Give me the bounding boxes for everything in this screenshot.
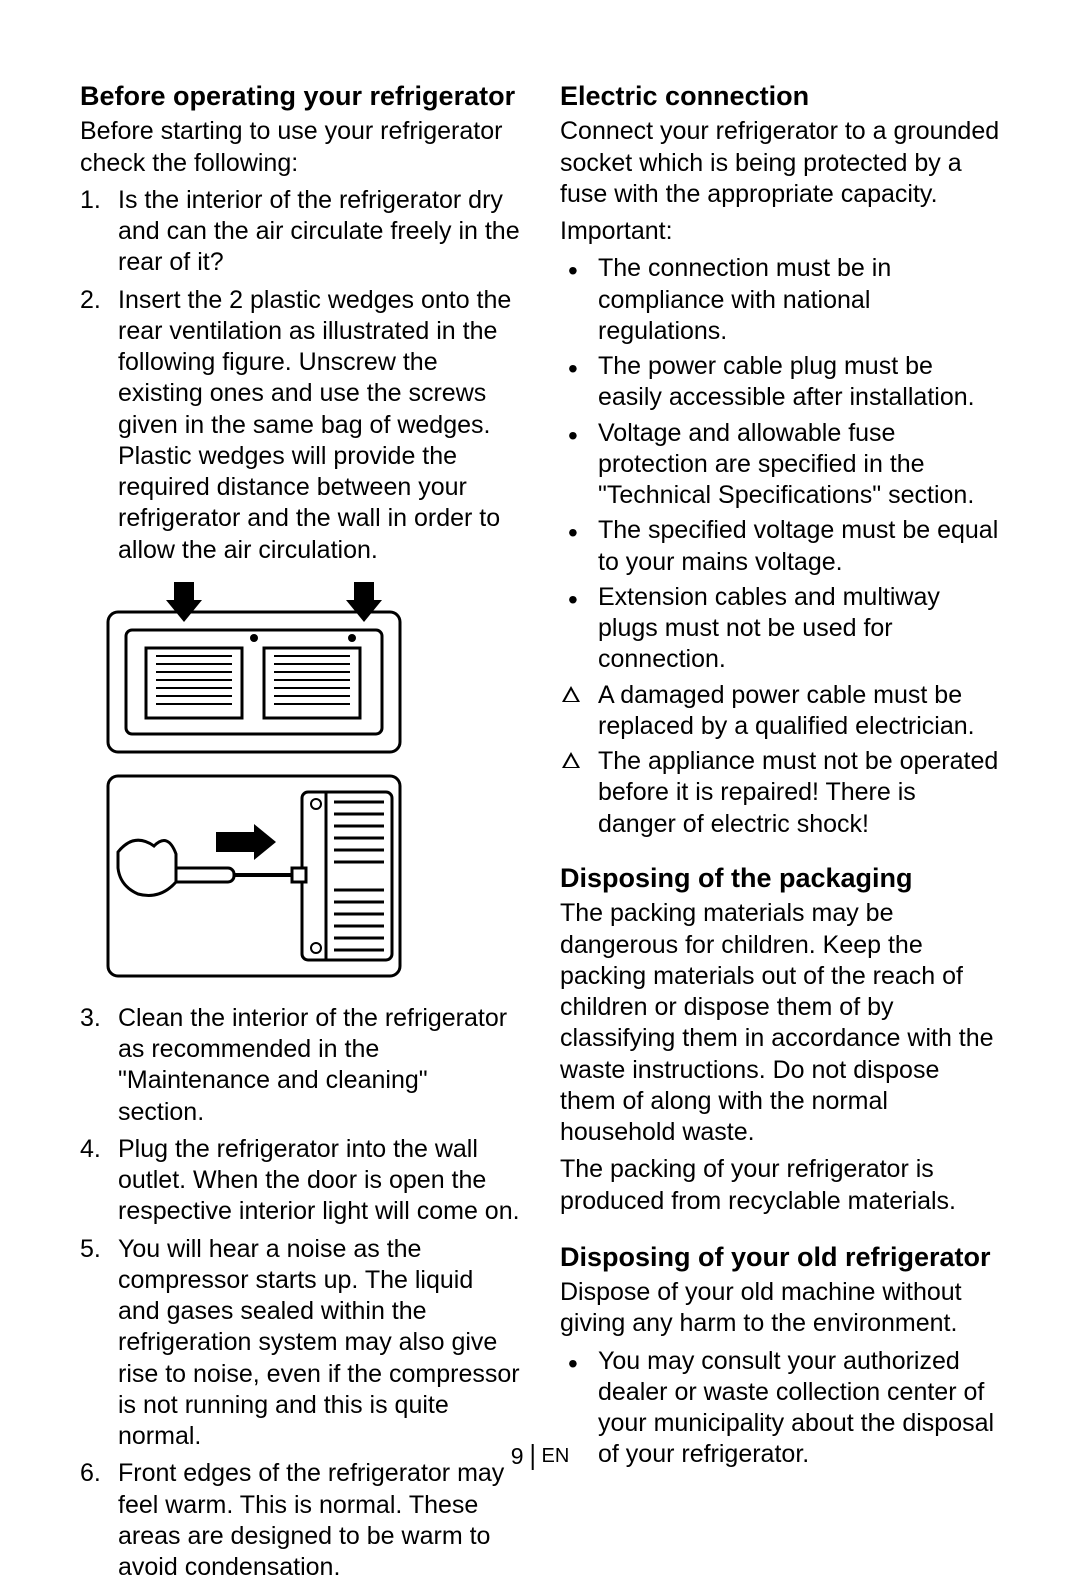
- checklist-1: Is the interior of the refrigerator dry …: [80, 185, 520, 566]
- packaging-text-1: The packing materials may be dangerous f…: [560, 898, 1000, 1148]
- heading-packaging: Disposing of the packaging: [560, 862, 1000, 894]
- list-item: Front edges of the refrigerator may feel…: [80, 1458, 520, 1583]
- list-item: Clean the interior of the refrigerator a…: [80, 1003, 520, 1128]
- warning-item: The appliance must not be operated befor…: [560, 746, 1000, 840]
- page-columns: Before operating your refrigerator Befor…: [80, 80, 1000, 1589]
- important-label: Important:: [560, 216, 1000, 247]
- page-number: 9: [511, 1443, 524, 1470]
- page-lang: EN: [542, 1445, 570, 1468]
- footer-divider: [532, 1444, 534, 1470]
- list-item: Voltage and allowable fuse protection ar…: [560, 418, 1000, 512]
- right-column: Electric connection Connect your refrige…: [560, 80, 1000, 1589]
- list-item: The connection must be in compliance wit…: [560, 253, 1000, 347]
- old-fridge-text: Dispose of your old machine without givi…: [560, 1277, 1000, 1340]
- list-item: Plug the refrigerator into the wall outl…: [80, 1134, 520, 1228]
- list-item: The power cable plug must be easily acce…: [560, 351, 1000, 414]
- electric-bullets: The connection must be in compliance wit…: [560, 253, 1000, 840]
- list-item: Insert the 2 plastic wedges onto the rea…: [80, 285, 520, 566]
- page-footer: 9 EN: [511, 1443, 570, 1470]
- packaging-text-2: The packing of your refrigerator is prod…: [560, 1154, 1000, 1217]
- checklist-2: Clean the interior of the refrigerator a…: [80, 1003, 520, 1584]
- intro-text: Before starting to use your refrigerator…: [80, 116, 520, 179]
- list-item: The specified voltage must be equal to y…: [560, 515, 1000, 578]
- warning-item: A damaged power cable must be replaced b…: [560, 680, 1000, 743]
- heading-electric: Electric connection: [560, 80, 1000, 112]
- electric-intro: Connect your refrigerator to a grounded …: [560, 116, 1000, 210]
- wedge-diagram: [104, 582, 520, 987]
- list-item: Is the interior of the refrigerator dry …: [80, 185, 520, 279]
- list-item: Extension cables and multiway plugs must…: [560, 582, 1000, 676]
- old-fridge-bullets: You may consult your authorized dealer o…: [560, 1346, 1000, 1471]
- list-item: You may consult your authorized dealer o…: [560, 1346, 1000, 1471]
- left-column: Before operating your refrigerator Befor…: [80, 80, 520, 1589]
- list-item: You will hear a noise as the compressor …: [80, 1234, 520, 1453]
- heading-old-fridge: Disposing of your old refrigerator: [560, 1241, 1000, 1273]
- heading-before-operating: Before operating your refrigerator: [80, 80, 520, 112]
